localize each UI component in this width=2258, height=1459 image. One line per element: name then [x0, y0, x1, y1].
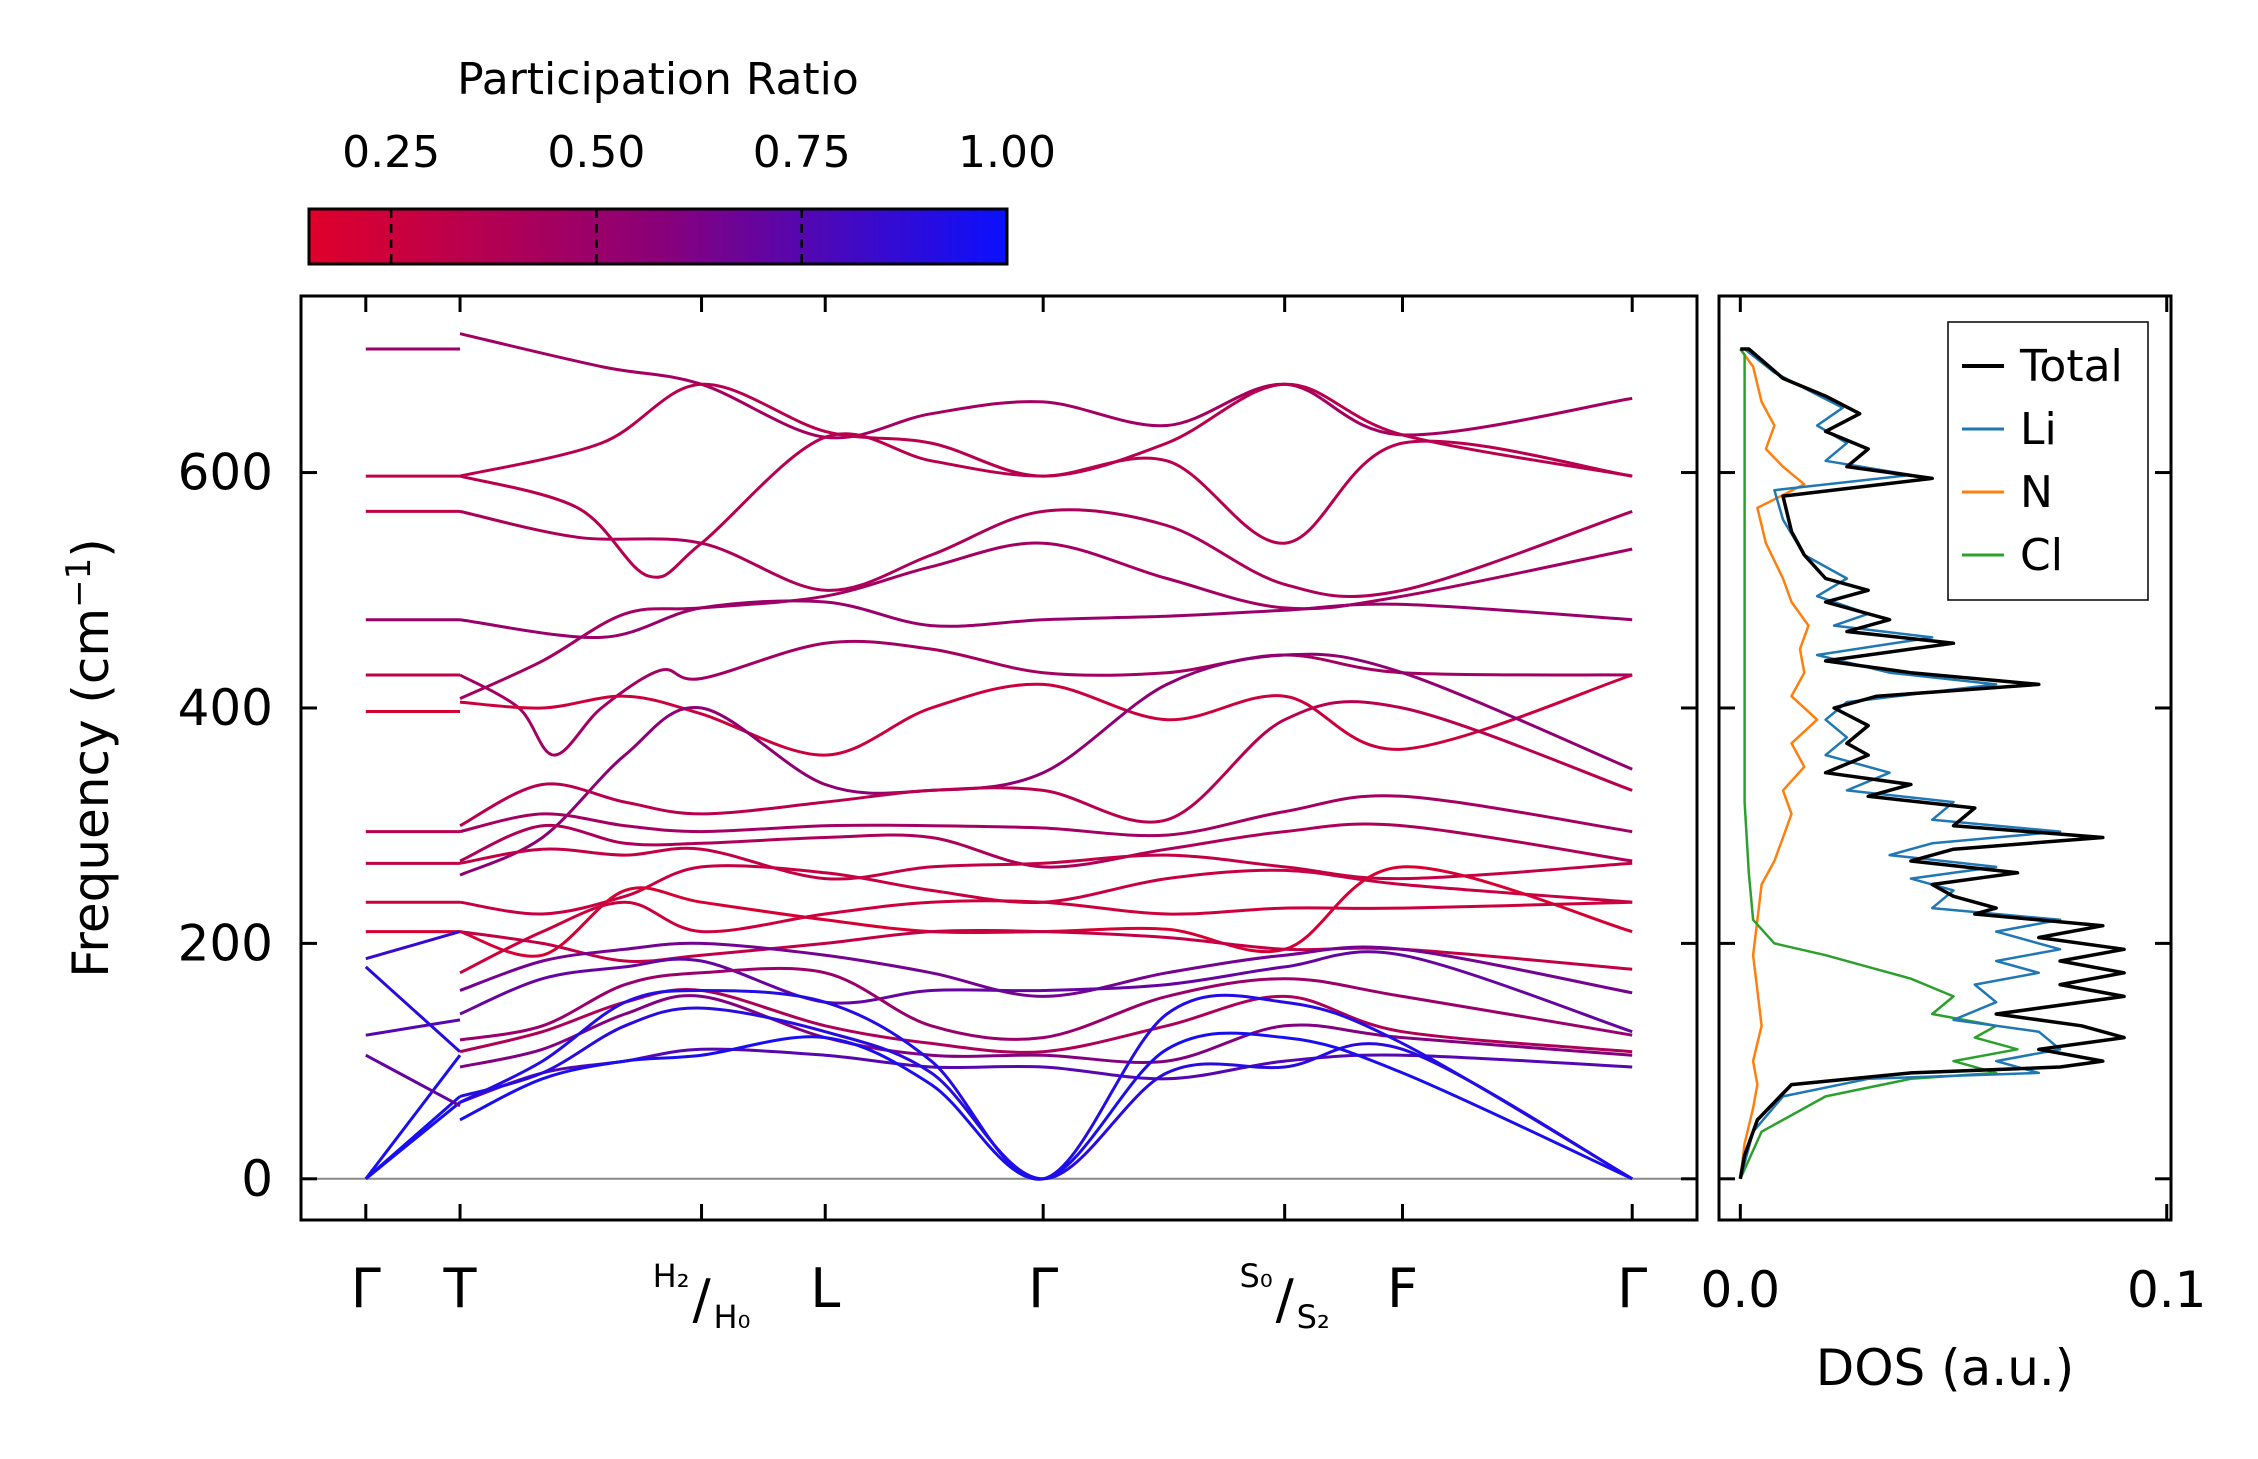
high-symmetry-point-label: Γ: [1617, 1257, 1647, 1320]
phonon-band: [459, 822, 1633, 869]
phonon-band: [459, 1047, 1633, 1104]
dos-x-tick-label: 0.1: [2127, 1261, 2207, 1319]
colorbar-tick-label: 0.75: [753, 127, 851, 178]
colorbar-gradient: [307, 207, 1009, 266]
dos-legend-items: Total Li N Cl: [1962, 341, 2123, 581]
gamma-t-dispersive-band: [364, 1054, 462, 1180]
phonon-band: [459, 846, 1633, 881]
colorbar-title: Participation Ratio: [457, 54, 859, 105]
high-symmetry-point-label-lower: H₀: [714, 1298, 751, 1336]
y-axis-label-tail: ): [62, 538, 120, 558]
high-symmetry-point-label-upper: S₀: [1240, 1257, 1273, 1295]
phonon-band: [459, 950, 1633, 1034]
phonon-band: [459, 673, 1633, 757]
dos-x-axis-label: DOS (a.u.): [1816, 1339, 2075, 1397]
phonon-band: [459, 332, 1633, 440]
y-axis-label-sup: −1: [59, 558, 99, 608]
legend-label-li: Li: [2020, 404, 2057, 455]
phonon-band: [459, 1006, 1633, 1181]
phonon-band: [459, 989, 1633, 1181]
high-symmetry-point-label: F: [1387, 1257, 1418, 1320]
dos-ticks: 0.0 0.1: [1701, 296, 2207, 1319]
dos-panel-frame: [1717, 294, 2173, 1222]
phonon-band: [459, 865, 1633, 958]
y-tick-label: 400: [178, 679, 273, 737]
dos-panel: 0.0 0.1 DOS (a.u.) Total Li N Cl: [1701, 294, 2207, 1397]
gamma-t-dispersive-band: [364, 1095, 461, 1180]
phonon-band: [459, 941, 1633, 998]
y-axis-label-main: Frequency (cm: [62, 608, 120, 978]
colorbar-tick-label: 0.50: [547, 127, 645, 178]
phonon-band: [459, 599, 1633, 640]
dos-lines: [1738, 347, 2126, 1180]
high-symmetry-point-label: L: [810, 1257, 840, 1320]
legend-label-n: N: [2020, 467, 2053, 518]
band-x-ticks: Γ T H₂ / H₀ L Γ S₀ / S₂ F Γ: [351, 296, 1647, 1336]
colorbar-ticks: 0.25 0.50 0.75 1.00: [342, 127, 1056, 264]
legend-label-cl: Cl: [2020, 530, 2063, 581]
gamma-t-dispersive-band: [365, 1018, 461, 1037]
y-axis-label: Frequency (cm−1): [59, 538, 120, 978]
dos-series-li: [1739, 347, 2062, 1180]
band-panel-frame: [299, 294, 1699, 1222]
phonon-band: [459, 652, 1633, 877]
legend-label-total: Total: [2019, 341, 2123, 392]
band-lines: [301, 332, 1697, 1181]
high-symmetry-point-label-upper: H₂: [653, 1257, 690, 1295]
phonon-band: [459, 639, 1633, 757]
colorbar-tick-label: 0.25: [342, 127, 440, 178]
gamma-t-dispersive-band: [365, 1053, 461, 1108]
phonon-band: [459, 928, 1633, 971]
phonon-band: [459, 966, 1633, 1042]
phonon-band: [459, 700, 1633, 828]
high-symmetry-point-slash: /: [1276, 1268, 1295, 1331]
high-symmetry-point-label: Γ: [1028, 1257, 1058, 1320]
dos-x-tick-label: 0.0: [1701, 1261, 1781, 1319]
y-tick-label: 600: [178, 444, 273, 502]
y-tick-label: 0: [241, 1150, 273, 1208]
high-symmetry-point-label: T: [443, 1257, 478, 1320]
gamma-t-dispersive-band: [365, 930, 461, 961]
band-y-ticks: 0 200 400 600: [178, 444, 1697, 1208]
high-symmetry-point-label-lower: S₂: [1297, 1298, 1330, 1336]
colorbar: Participation Ratio 0.25 0.50 0.75 1.00: [307, 54, 1056, 266]
phonon-band: [459, 899, 1633, 975]
phonon-band: [459, 864, 1633, 916]
phonon-band: [459, 432, 1633, 579]
colorbar-tick-label: 1.00: [958, 127, 1056, 178]
dos-series-n: [1739, 348, 1819, 1179]
y-tick-label: 200: [178, 914, 273, 972]
phonon-band: [459, 994, 1633, 1069]
dos-legend: Total Li N Cl: [1947, 321, 2149, 601]
high-symmetry-point-label: Γ: [351, 1257, 381, 1320]
phonon-band: [459, 508, 1633, 599]
high-symmetry-point-slash: /: [692, 1268, 711, 1331]
dos-series-total: [1738, 347, 2126, 1180]
phonon-band: [459, 382, 1633, 478]
phonon-band: [459, 1031, 1633, 1181]
gamma-t-dispersive-band: [364, 965, 462, 1053]
phonon-band: [459, 794, 1633, 838]
